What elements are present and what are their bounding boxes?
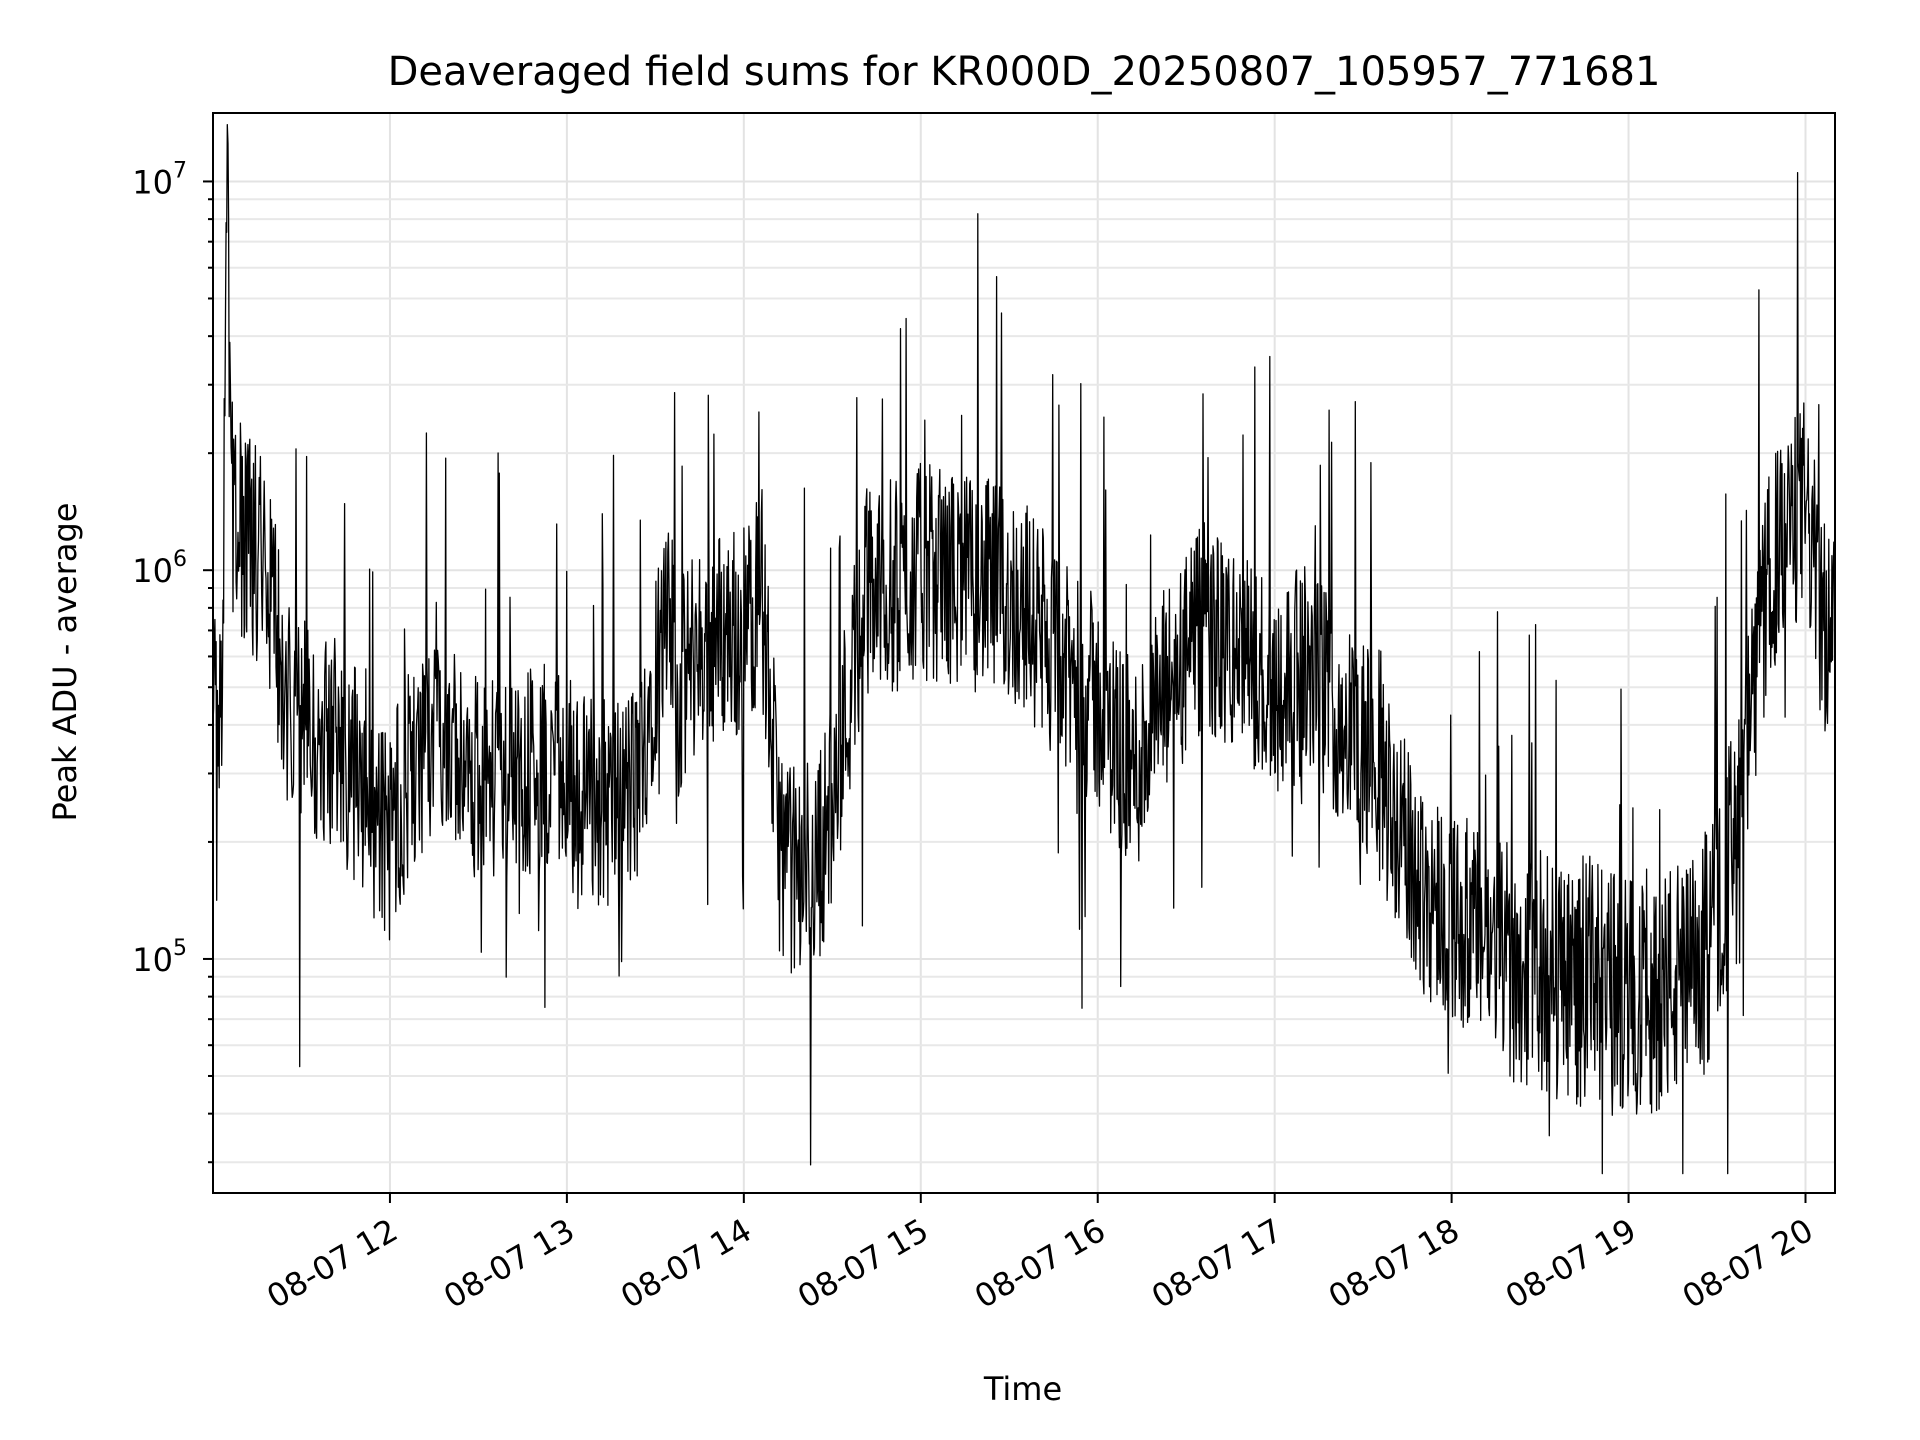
y-axis-label: Peak ADU - average (46, 503, 84, 822)
y-tick-base: 10 (132, 552, 173, 590)
series-line (212, 124, 1836, 1175)
x-tick-label: 08-07 19 (1499, 1211, 1643, 1316)
y-tick-base: 10 (132, 941, 173, 979)
series-layer (212, 124, 1836, 1175)
chart-title: Deaveraged field sums for KR000D_2025080… (388, 49, 1661, 95)
x-tick-label: 08-07 16 (968, 1211, 1112, 1316)
x-tick-label: 08-07 18 (1322, 1211, 1466, 1316)
x-axis-label: Time (983, 1370, 1062, 1408)
plot-area-frame (212, 112, 1836, 1194)
x-tick-label: 08-07 15 (791, 1211, 935, 1316)
x-tick-label: 08-07 12 (260, 1211, 404, 1316)
y-tick-label: 106 (132, 547, 187, 590)
y-tick-base: 10 (132, 163, 173, 201)
x-tick-label: 08-07 20 (1676, 1211, 1820, 1316)
y-tick-exponent: 6 (173, 547, 187, 572)
x-tick-label: 08-07 14 (614, 1211, 758, 1316)
x-tick-label: 08-07 13 (437, 1211, 581, 1316)
y-tick-exponent: 7 (173, 158, 187, 183)
y-tick-exponent: 5 (173, 936, 187, 961)
x-tick-label: 08-07 17 (1145, 1211, 1289, 1316)
y-tick-label: 105 (132, 936, 187, 979)
y-tick-label: 107 (132, 158, 187, 201)
